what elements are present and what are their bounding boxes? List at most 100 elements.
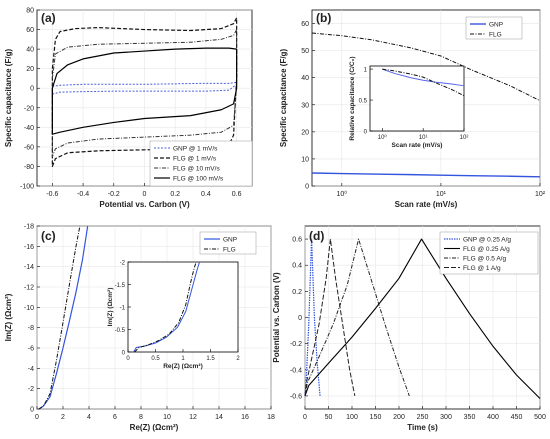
panel-b-legend-entry-0: GNP [489, 21, 503, 28]
panel-d-x-tick-label-2: 100 [346, 414, 358, 421]
panel-c-x-tick-label-8: 16 [241, 414, 249, 421]
panel-d-legend: GNP @ 0.25 A/g FLG @ 0.25 A/g FLG @ 0.5 A/… [439, 231, 539, 275]
panel-b-inset-y-tick-label-1: 0.5 [359, 99, 368, 105]
panel-a-x-tick-label-4: 0.2 [170, 191, 180, 198]
panel-d-y-axis-label: Potential vs. Carbon (V) [272, 272, 281, 363]
panel-b-inset-series-1-line [382, 68, 465, 97]
panel-c-legend-entry-1: FLG [223, 246, 236, 253]
panel-b-y-axis-label: Specific capacitance (F/g) [279, 49, 288, 148]
panel-c-x-axis-label: Re(Z) (Ωcm²) [130, 423, 179, 432]
panel-b-inset-y-axis-label: Relative capacitance (C/C₀) [349, 56, 356, 140]
panel-c-legend: GNP FLG [199, 231, 257, 255]
panel-b-inset: 10⁰ 10¹ 10² 0 0.5 1 Scan rate (mV/s) Relative c… [349, 56, 468, 149]
panel-d-y-tick-label-2: -0.2 [290, 341, 302, 348]
panel-c-inset-x-tick-label-3: 1.5 [206, 356, 215, 362]
panel-a-y-axis-label: Specific capacitance (F/g) [4, 49, 13, 148]
panel-c-inset-y-axis-label: Im(Z) (Ωcm²) [107, 288, 114, 327]
panel-d-legend-entry-3: FLG @ 1 A/g [463, 265, 501, 272]
panel-d-x-tick-label-5: 250 [417, 414, 429, 421]
panel-c-inset-x-tick-label-0: 0 [126, 356, 130, 362]
panel-d-series-0-line [304, 238, 321, 396]
panel-d-y-tick-label-4: 0.2 [292, 289, 302, 296]
panel-b-y-tick-label-2: 20 [301, 129, 309, 136]
panel-d-series-1-line [304, 238, 541, 399]
panel-d-label: (d) [309, 229, 324, 243]
panel-a-y-tick-label-4: -20 [24, 105, 34, 112]
panel-c-y-tick-label-9: -18 [24, 224, 34, 231]
panel-d-x-tick-label-10: 500 [534, 414, 546, 421]
panel-d-x-tick-label-6: 300 [440, 414, 452, 421]
panel-c-y-tick-label-2: -4 [28, 366, 34, 373]
panel-d-legend-box [439, 231, 539, 275]
panel-a-x-tick-label-6: 0.6 [232, 191, 242, 198]
panel-d-x-tick-label-0: 0 [303, 414, 307, 421]
panel-a-y-tick-label-9: 80 [26, 8, 34, 15]
panel-d-x-tick-label-1: 50 [325, 414, 333, 421]
panel-d-y-tick-label-5: 0.4 [292, 263, 302, 270]
panel-a: -0.6 -0.4 -0.2 0 0.2 0.4 0.6 -100 -80 -60 -40 -20 0 2… [4, 8, 253, 209]
panel-c-y-tick-label-6: -12 [24, 285, 34, 292]
panel-a-x-tick-label-2: -0.2 [108, 191, 120, 198]
panel-c-y-tick-label-0: 0 [30, 407, 34, 414]
panel-a-x-tick-label-0: -0.6 [46, 191, 58, 198]
panel-d-y-tick-label-3: 0 [298, 315, 302, 322]
panel-c-inset-y-tick-label-3: -1.5 [115, 283, 126, 289]
panel-b-y-tick-label-3: 30 [301, 102, 309, 109]
panel-c-inset-y-tick-label-2: -1 [120, 306, 126, 312]
panel-c-x-tick-label-4: 8 [139, 414, 143, 421]
panel-d-x-tick-label-4: 200 [393, 414, 405, 421]
panel-a-series-3-line [51, 47, 238, 135]
panel-c-x-tick-label-0: 0 [35, 414, 39, 421]
panel-c-x-tick-label-9: 18 [267, 414, 275, 421]
panel-c-inset: 0 0.5 1 1.5 2 0 -0.5 -1 -1.5 -2 Re(Z) (Ωcm²) Im(Z) … [107, 261, 240, 371]
panel-a-x-tick-label-3: 0 [143, 191, 147, 198]
panel-b-inset-plot-frame [369, 65, 465, 132]
panel-c-x-tick-label-6: 12 [189, 414, 197, 421]
panel-d-x-tick-label-9: 450 [511, 414, 523, 421]
panel-c-x-tick-label-7: 14 [215, 414, 223, 421]
panel-c-y-tick-label-8: -16 [24, 244, 34, 251]
panel-c-x-tick-label-2: 4 [87, 414, 91, 421]
panel-a-y-tick-label-7: 40 [26, 47, 34, 54]
panel-b-series-0-line [311, 172, 541, 178]
panel-a-x-axis-label: Potential vs. Carbon (V) [99, 200, 190, 209]
panel-b-y-tick-label-5: 50 [301, 48, 309, 55]
panel-c-legend-entry-0: GNP [223, 236, 237, 243]
panel-b-inset-x-tick-label-1: 10¹ [419, 135, 428, 141]
panel-b-inset-x-tick-label-2: 10² [460, 135, 469, 141]
panel-b-inset-series-0-line [382, 68, 465, 87]
panel-a-y-tick-label-0: -100 [20, 184, 34, 191]
panel-b-y-tick-label-4: 40 [301, 75, 309, 82]
panel-a-x-tick-label-5: 0.4 [201, 191, 211, 198]
panel-a-legend-entry-0: GNP @ 1 mV/s [173, 145, 218, 152]
panel-c-inset-series-0-line [133, 261, 200, 353]
panel-b-inset-x-axis-label: Scan rate (mV/s) [392, 142, 443, 149]
panel-c-y-tick-label-7: -14 [24, 264, 34, 271]
panel-d-x-tick-label-7: 350 [464, 414, 476, 421]
panel-a-y-tick-label-6: 20 [26, 66, 34, 73]
panel-b-x-tick-label-1: 10¹ [436, 191, 447, 198]
panel-d-legend-entry-0: GNP @ 0.25 A/g [463, 236, 511, 243]
panel-b-y-tick-label-0: 0 [305, 184, 309, 191]
panel-c-series-1-line [38, 225, 81, 410]
panel-b-series-1-line [311, 32, 541, 102]
panel-c-y-tick-label-4: -8 [28, 325, 34, 332]
panel-a-x-tick-label-1: -0.4 [77, 191, 89, 198]
panel-b-x-tick-label-2: 10² [535, 191, 546, 198]
panel-d-x-tick-label-3: 150 [370, 414, 382, 421]
panel-b-x-tick-label-0: 10⁰ [337, 190, 348, 198]
panel-a-y-tick-label-3: -40 [24, 125, 34, 132]
panel-c-inset-x-tick-label-4: 2 [236, 356, 240, 362]
panel-c-y-tick-label-5: -10 [24, 305, 34, 312]
panel-a-legend-entry-3: FLG @ 100 mV/s [173, 175, 224, 182]
panel-c-label: (c) [41, 229, 56, 243]
panel-c-inset-y-tick-label-1: -0.5 [115, 328, 126, 334]
panel-a-legend: GNP @ 1 mV/s FLG @ 1 mV/s FLG @ 10 mV/s FLG… [149, 140, 253, 187]
panel-a-y-tick-label-2: -60 [24, 144, 34, 151]
panel-a-y-tick-label-5: 0 [30, 86, 34, 93]
panel-b-y-tick-label-1: 10 [301, 156, 309, 163]
panel-c-inset-y-tick-label-0: 0 [122, 351, 126, 357]
panel-c-y-axis-label: Im(Z) (Ωcm²) [4, 293, 13, 341]
panel-d-series-2-line [304, 238, 410, 397]
